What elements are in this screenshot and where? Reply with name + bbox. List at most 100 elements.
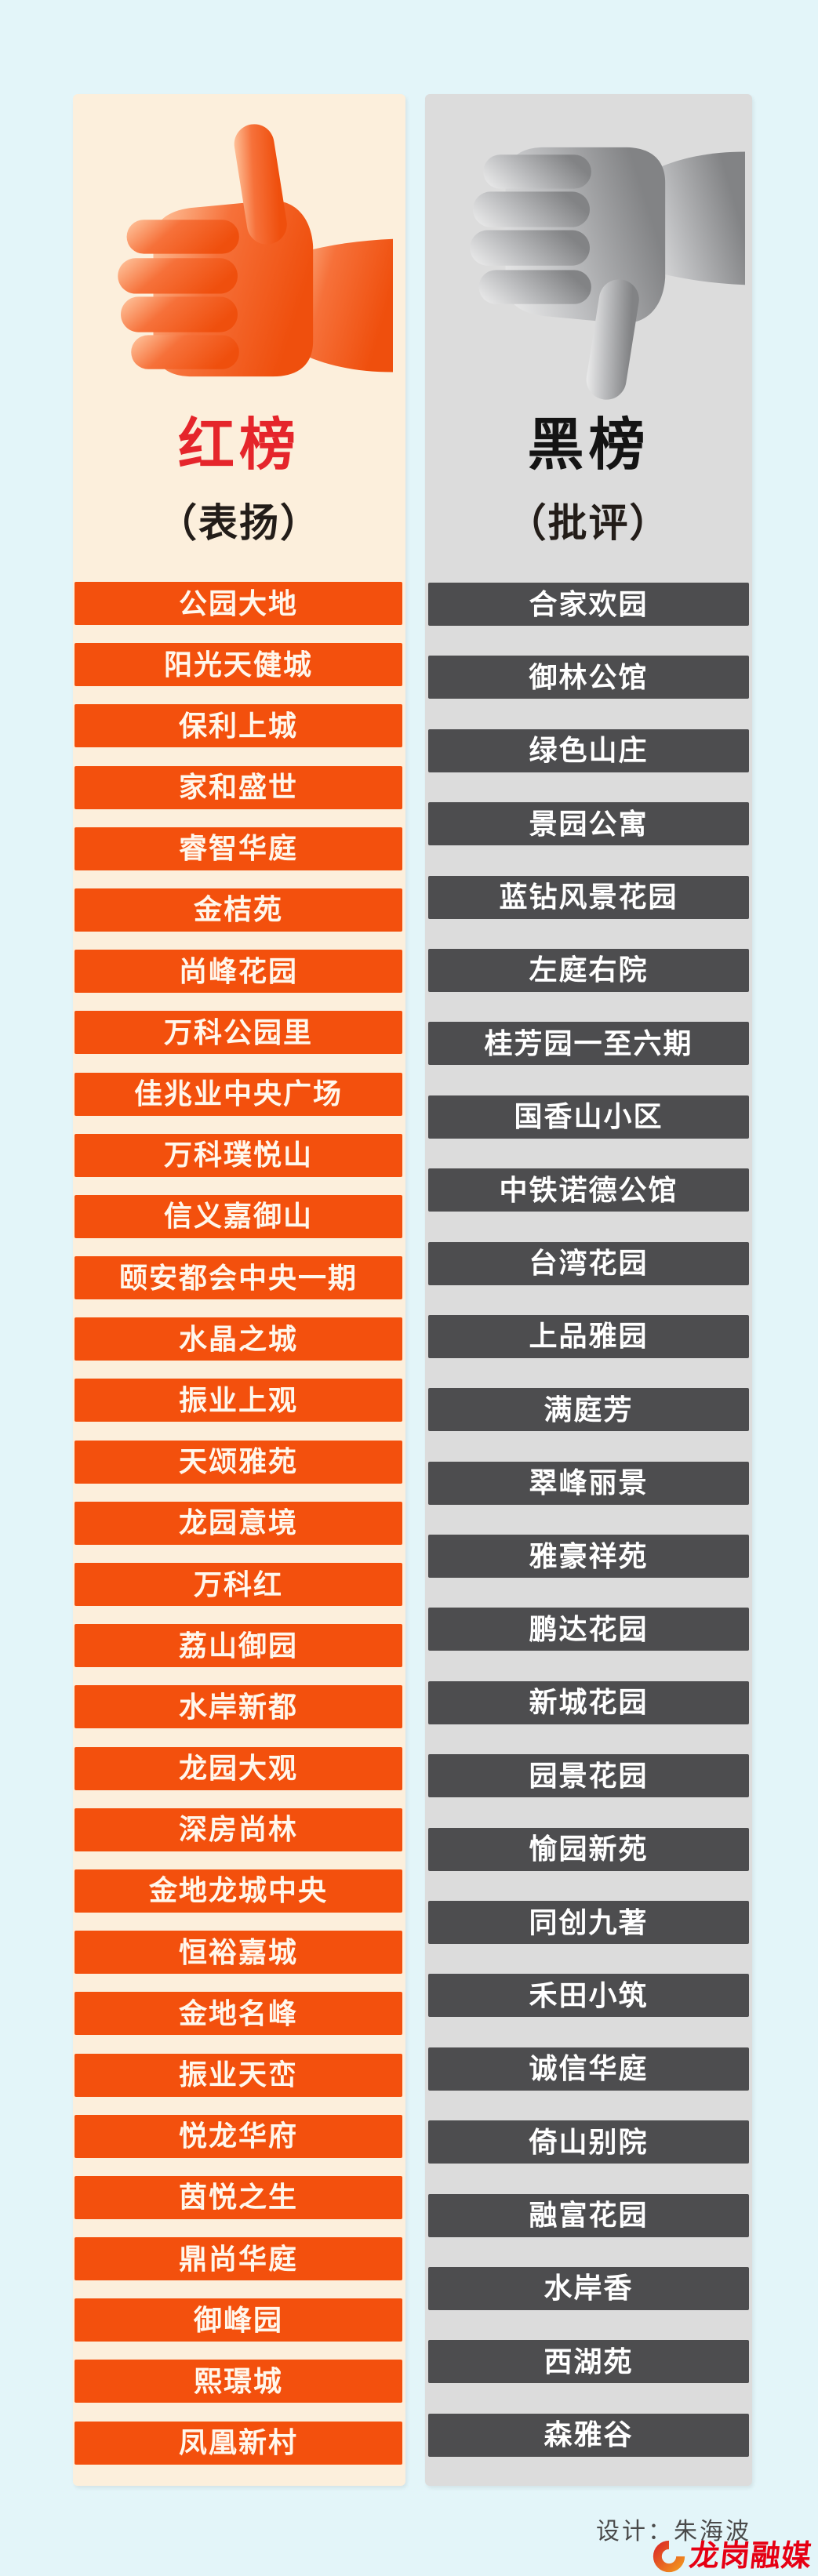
list-item: 翠峰丽景 xyxy=(428,1461,749,1505)
list-item: 天颂雅苑 xyxy=(75,1440,402,1484)
list-item-label: 振业天峦 xyxy=(178,2058,298,2091)
list-item: 茵悦之生 xyxy=(75,2175,402,2219)
list-item-label: 阳光天健城 xyxy=(163,648,313,681)
list-item-label: 诚信华庭 xyxy=(529,2052,649,2085)
list-item: 中铁诺德公馆 xyxy=(428,1168,749,1212)
list-item: 左庭右院 xyxy=(428,948,749,992)
list-item-label: 台湾花园 xyxy=(529,1247,649,1280)
designer-credit: 设计：朱海波 xyxy=(596,2519,751,2545)
list-item-label: 万科璞悦山 xyxy=(163,1139,313,1172)
red-list-subtitle: （表扬） xyxy=(158,501,321,545)
logo-text: 龙岗融媒 xyxy=(687,2540,814,2573)
list-item-label: 水岸新都 xyxy=(178,1690,298,1723)
list-item: 凤凰新村 xyxy=(75,2421,402,2465)
list-item: 尚峰花园 xyxy=(75,950,402,994)
list-item-label: 鹏达花园 xyxy=(529,1612,649,1645)
list-item-label: 茵悦之生 xyxy=(178,2181,298,2214)
list-item: 禾田小筑 xyxy=(428,1974,749,2018)
red-list-title: 红榜 xyxy=(177,414,300,477)
list-item-label: 满庭芳 xyxy=(544,1393,634,1426)
list-item-label: 龙园意境 xyxy=(178,1506,298,1539)
list-item-label: 中铁诺德公馆 xyxy=(499,1173,678,1206)
red-list-items: 公园大地 阳光天健城 保利上城 家和盛世 睿智华庭 金桔苑 尚峰花园 万科公园里… xyxy=(75,582,402,2483)
list-item: 金地龙城中央 xyxy=(75,1869,402,1913)
list-item-label: 御峰园 xyxy=(193,2303,283,2336)
list-item-label: 颐安都会中央一期 xyxy=(118,1261,358,1294)
list-item-label: 恒裕嘉城 xyxy=(178,1935,298,1968)
list-item: 水晶之城 xyxy=(75,1317,402,1361)
list-item-label: 金桔苑 xyxy=(193,893,283,926)
list-item-label: 绿色山庄 xyxy=(529,734,649,767)
list-item: 万科璞悦山 xyxy=(75,1133,402,1177)
list-item: 御峰园 xyxy=(75,2298,402,2342)
list-item: 西湖苑 xyxy=(428,2340,749,2384)
list-item: 万科公园里 xyxy=(75,1011,402,1055)
list-item: 熙璟城 xyxy=(75,2360,402,2403)
list-item-label: 国香山小区 xyxy=(514,1100,663,1133)
list-item: 蓝钻风景花园 xyxy=(428,875,749,919)
list-item-label: 佳兆业中央广场 xyxy=(133,1077,343,1110)
list-item-label: 禾田小筑 xyxy=(529,1978,649,2011)
list-item-label: 水岸香 xyxy=(544,2272,634,2305)
list-item-label: 桂芳园一至六期 xyxy=(484,1026,693,1059)
list-item-label: 景园公寓 xyxy=(529,807,649,840)
list-item-label: 倚山别院 xyxy=(529,2125,649,2158)
list-item: 雅豪祥苑 xyxy=(428,1535,749,1579)
list-item-label: 万科红 xyxy=(193,1568,283,1600)
list-item: 融富花园 xyxy=(428,2193,749,2237)
list-item: 睿智华庭 xyxy=(75,827,402,870)
list-item-label: 左庭右院 xyxy=(529,954,649,986)
list-item-label: 凤凰新村 xyxy=(178,2426,298,2459)
list-item-label: 合家欢园 xyxy=(529,587,649,620)
thumbs-up-icon xyxy=(118,121,393,377)
longgang-media-logo: 龙岗融媒 xyxy=(652,2539,814,2574)
list-item: 倚山别院 xyxy=(428,2120,749,2164)
list-item: 鼎尚华庭 xyxy=(75,2237,402,2281)
logo-swirl-icon xyxy=(653,2540,685,2573)
list-item: 振业上观 xyxy=(75,1379,402,1422)
list-item-label: 信义嘉御山 xyxy=(163,1200,313,1233)
list-item: 桂芳园一至六期 xyxy=(428,1022,749,1066)
list-item: 家和盛世 xyxy=(75,765,402,809)
list-item-label: 悦龙华府 xyxy=(178,2120,298,2153)
list-item-label: 御林公馆 xyxy=(529,660,649,693)
list-item-label: 保利上城 xyxy=(178,709,298,742)
list-item: 水岸香 xyxy=(428,2266,749,2310)
list-item: 愉园新苑 xyxy=(428,1827,749,1871)
list-item-label: 公园大地 xyxy=(178,587,298,619)
list-item: 水岸新都 xyxy=(75,1685,402,1729)
list-item: 深房尚林 xyxy=(75,1808,402,1851)
list-item-label: 上品雅园 xyxy=(529,1320,649,1353)
list-item: 龙园大观 xyxy=(75,1746,402,1790)
list-item-label: 家和盛世 xyxy=(178,771,298,804)
red-list-panel: 红榜 （表扬） 公园大地 阳光天健城 保利上城 家和盛世 睿智华庭 金桔苑 尚峰… xyxy=(73,94,405,2486)
list-item-label: 森雅谷 xyxy=(544,2418,634,2451)
list-item-label: 睿智华庭 xyxy=(178,832,298,865)
black-list-title: 黑榜 xyxy=(527,414,650,477)
black-list-subtitle: （批评） xyxy=(507,501,671,545)
list-item: 悦龙华府 xyxy=(75,2114,402,2158)
list-item: 保利上城 xyxy=(75,704,402,748)
list-item: 金桔苑 xyxy=(75,888,402,932)
list-item: 园景花园 xyxy=(428,1754,749,1798)
list-item: 万科红 xyxy=(75,1563,402,1606)
list-item: 振业天峦 xyxy=(75,2053,402,2097)
list-item-label: 融富花园 xyxy=(529,2199,649,2232)
list-item-label: 新城花园 xyxy=(529,1686,649,1719)
list-item: 绿色山庄 xyxy=(428,728,749,772)
list-item-label: 尚峰花园 xyxy=(178,954,298,987)
list-item: 森雅谷 xyxy=(428,2413,749,2457)
list-item-label: 雅豪祥苑 xyxy=(529,1539,649,1572)
list-item-label: 天颂雅苑 xyxy=(178,1445,298,1478)
list-item-label: 熙璟城 xyxy=(193,2364,283,2397)
list-item: 佳兆业中央广场 xyxy=(75,1072,402,1116)
list-item-label: 荔山御园 xyxy=(178,1629,298,1662)
list-item: 龙园意境 xyxy=(75,1501,402,1545)
list-item-label: 龙园大观 xyxy=(178,1752,298,1785)
list-item: 诚信华庭 xyxy=(428,2047,749,2091)
list-item-label: 鼎尚华庭 xyxy=(178,2242,298,2275)
list-item: 公园大地 xyxy=(75,582,402,625)
list-item: 上品雅园 xyxy=(428,1314,749,1358)
list-item-label: 万科公园里 xyxy=(163,1016,313,1048)
